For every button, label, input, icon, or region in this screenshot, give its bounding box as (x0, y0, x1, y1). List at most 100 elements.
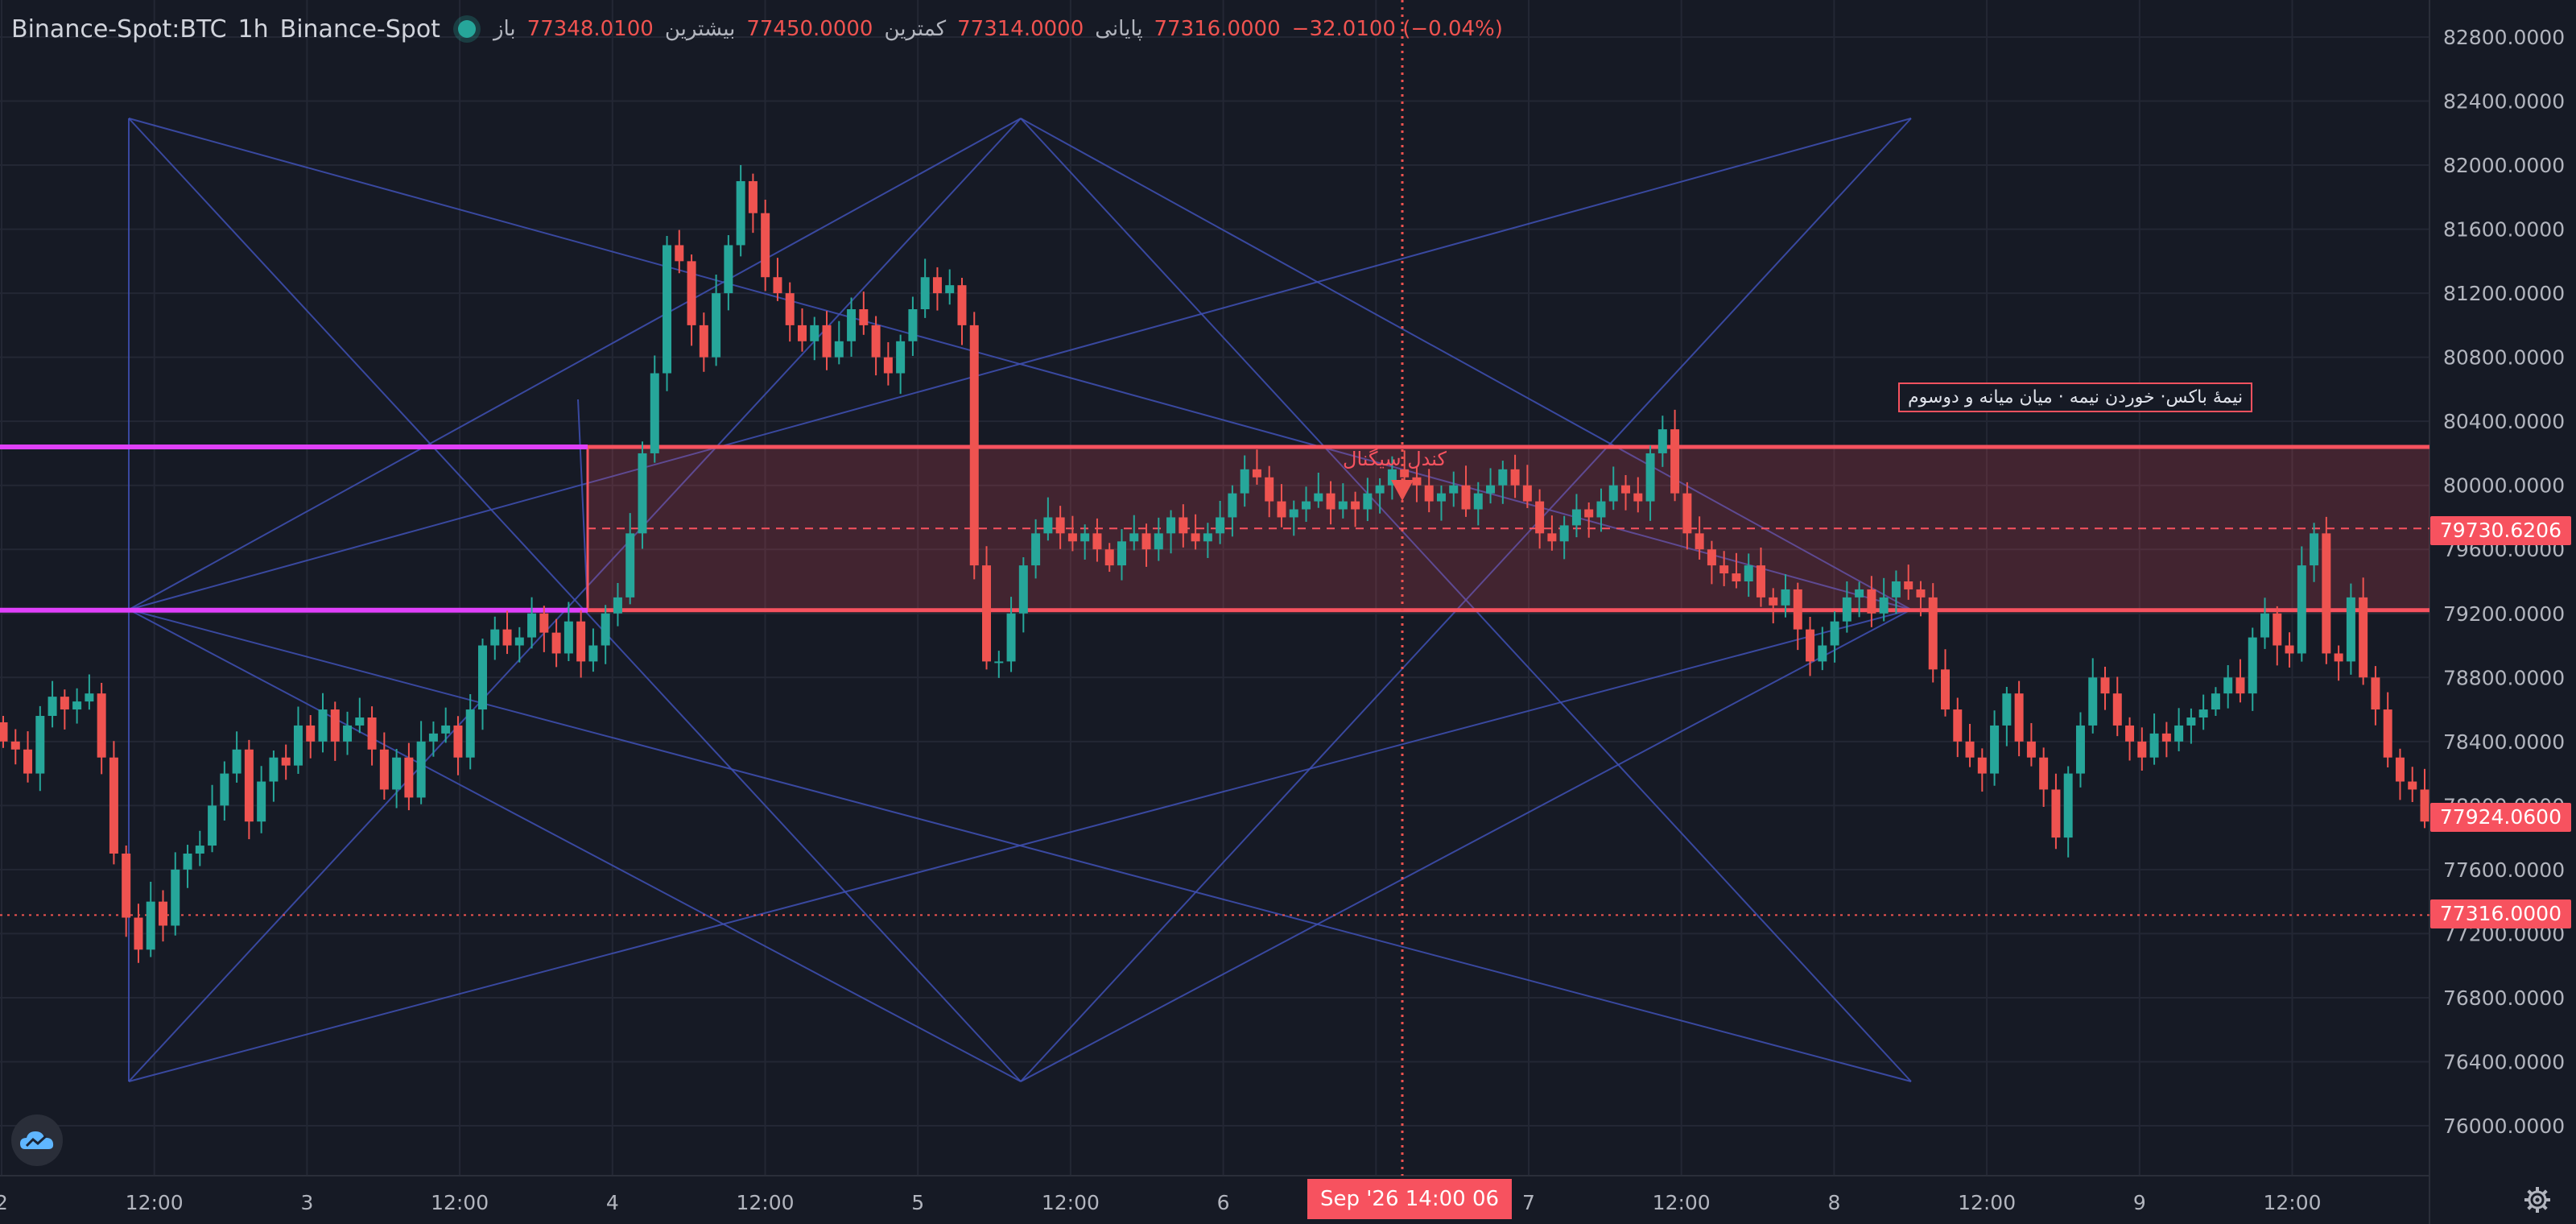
candle-body (1510, 469, 1520, 486)
candle-body (2125, 725, 2135, 742)
candle-body (355, 717, 365, 726)
close-value: 77316.0000 (1154, 17, 1281, 41)
candle-body (1928, 597, 1938, 670)
candle-body (2002, 693, 2012, 726)
candle-body (379, 749, 389, 790)
candle-body (2026, 741, 2036, 758)
candle-body (1277, 501, 1286, 518)
candle-body (343, 725, 353, 742)
exchange-name: Binance-Spot (279, 14, 440, 43)
candle-body (1916, 589, 1926, 598)
candle-body (2137, 741, 2147, 758)
y-tick-label: 82000.0000 (2443, 154, 2565, 177)
candle-body (663, 245, 672, 374)
pattern-line (1020, 118, 1912, 1082)
candle-body (1670, 429, 1680, 494)
candle-body (35, 716, 45, 774)
candle-body (1855, 589, 1864, 598)
candle-body (1018, 565, 1028, 614)
note-annotation[interactable]: نیمهٔ باکس· خوردن نیمه · میان میانه و دو… (1898, 382, 2253, 412)
candle-body (1806, 629, 1815, 662)
candle-body (122, 854, 131, 918)
pattern-line (1020, 609, 1912, 1082)
candle-body (1818, 645, 1827, 662)
candle-body (1891, 581, 1901, 598)
y-tick-label: 76400.0000 (2443, 1050, 2565, 1073)
x-tick-label: 8 (1827, 1191, 1840, 1214)
candle-body (1522, 485, 1532, 502)
candle-body (2260, 613, 2269, 638)
candle-body (957, 285, 967, 325)
candle-body (1645, 453, 1655, 502)
candle-body (232, 749, 242, 774)
candle-body (2161, 733, 2171, 742)
candle-body (1141, 533, 1151, 550)
symbol-name[interactable]: Binance-Spot:BTC (11, 14, 227, 43)
pattern-line (577, 399, 588, 610)
y-tick-label: 79200.0000 (2443, 602, 2565, 626)
candle-body (514, 637, 524, 646)
candle-body (1830, 621, 1839, 646)
candle-body (1265, 477, 1274, 502)
candle-body (773, 277, 782, 294)
candle-body (97, 693, 106, 758)
candle-body (1080, 533, 1090, 542)
candle-body (1387, 469, 1397, 486)
candle-body (748, 180, 758, 213)
candle-body (244, 749, 254, 822)
interval[interactable]: 1h (237, 14, 269, 43)
candle-body (10, 741, 20, 750)
candle-body (1117, 541, 1126, 566)
gear-icon[interactable] (2523, 1185, 2552, 1214)
candle-body (638, 453, 647, 534)
candle-body (428, 733, 438, 742)
candle-body (1092, 533, 1102, 550)
candle-body (1498, 469, 1508, 486)
candle-body (183, 854, 192, 870)
candle-body (146, 901, 155, 950)
x-tick-label: 5 (911, 1191, 924, 1214)
candle-body (1363, 493, 1373, 510)
candle-body (2223, 677, 2233, 694)
candle-body (761, 213, 770, 278)
x-tick-label: 4 (606, 1191, 619, 1214)
candle-body (1584, 509, 1594, 518)
candle-body (441, 725, 451, 734)
candle-body (2322, 533, 2331, 654)
candle-body (1781, 589, 1790, 606)
candle-body (1240, 469, 1249, 494)
candle-body (1682, 493, 1692, 534)
candle-body (220, 773, 229, 806)
candle-body (1424, 485, 1434, 502)
cloud-logo-icon[interactable] (11, 1114, 63, 1166)
candle-body (2063, 773, 2073, 838)
candle-body (1719, 565, 1729, 574)
candle-body (1695, 533, 1704, 550)
candle-body (2075, 725, 2085, 774)
high-value: 77450.0000 (746, 17, 873, 41)
candle-body (1228, 493, 1237, 518)
candle-body (1486, 485, 1496, 494)
y-tick-label: 78800.0000 (2443, 666, 2565, 689)
candle-body (490, 629, 500, 646)
x-tick-label: 12:00 (1042, 1191, 1100, 1214)
y-tick-label: 80000.0000 (2443, 474, 2565, 498)
candle-body (1154, 533, 1163, 550)
signal-candle-label[interactable]: کندل سیگنال (1343, 448, 1447, 470)
candle-body (675, 245, 684, 262)
x-tick-label: 12:00 (1958, 1191, 2016, 1214)
candle-body (477, 645, 487, 710)
candle-body (416, 741, 426, 798)
crosshair-time-label: Sep '26 14:00 06 (1307, 1179, 1513, 1219)
candle-body (2420, 789, 2429, 822)
candle-body (810, 325, 819, 341)
candle-body (134, 917, 143, 950)
candle-body (1621, 485, 1631, 494)
x-tick-label: 12:00 (1653, 1191, 1711, 1214)
ohlc-values: باز 77348.0100 بیشترین 77450.0000 کمترین… (493, 17, 1503, 41)
x-tick-label: 7 (1522, 1191, 1535, 1214)
y-tick-label: 82400.0000 (2443, 90, 2565, 114)
candle-body (932, 277, 942, 294)
